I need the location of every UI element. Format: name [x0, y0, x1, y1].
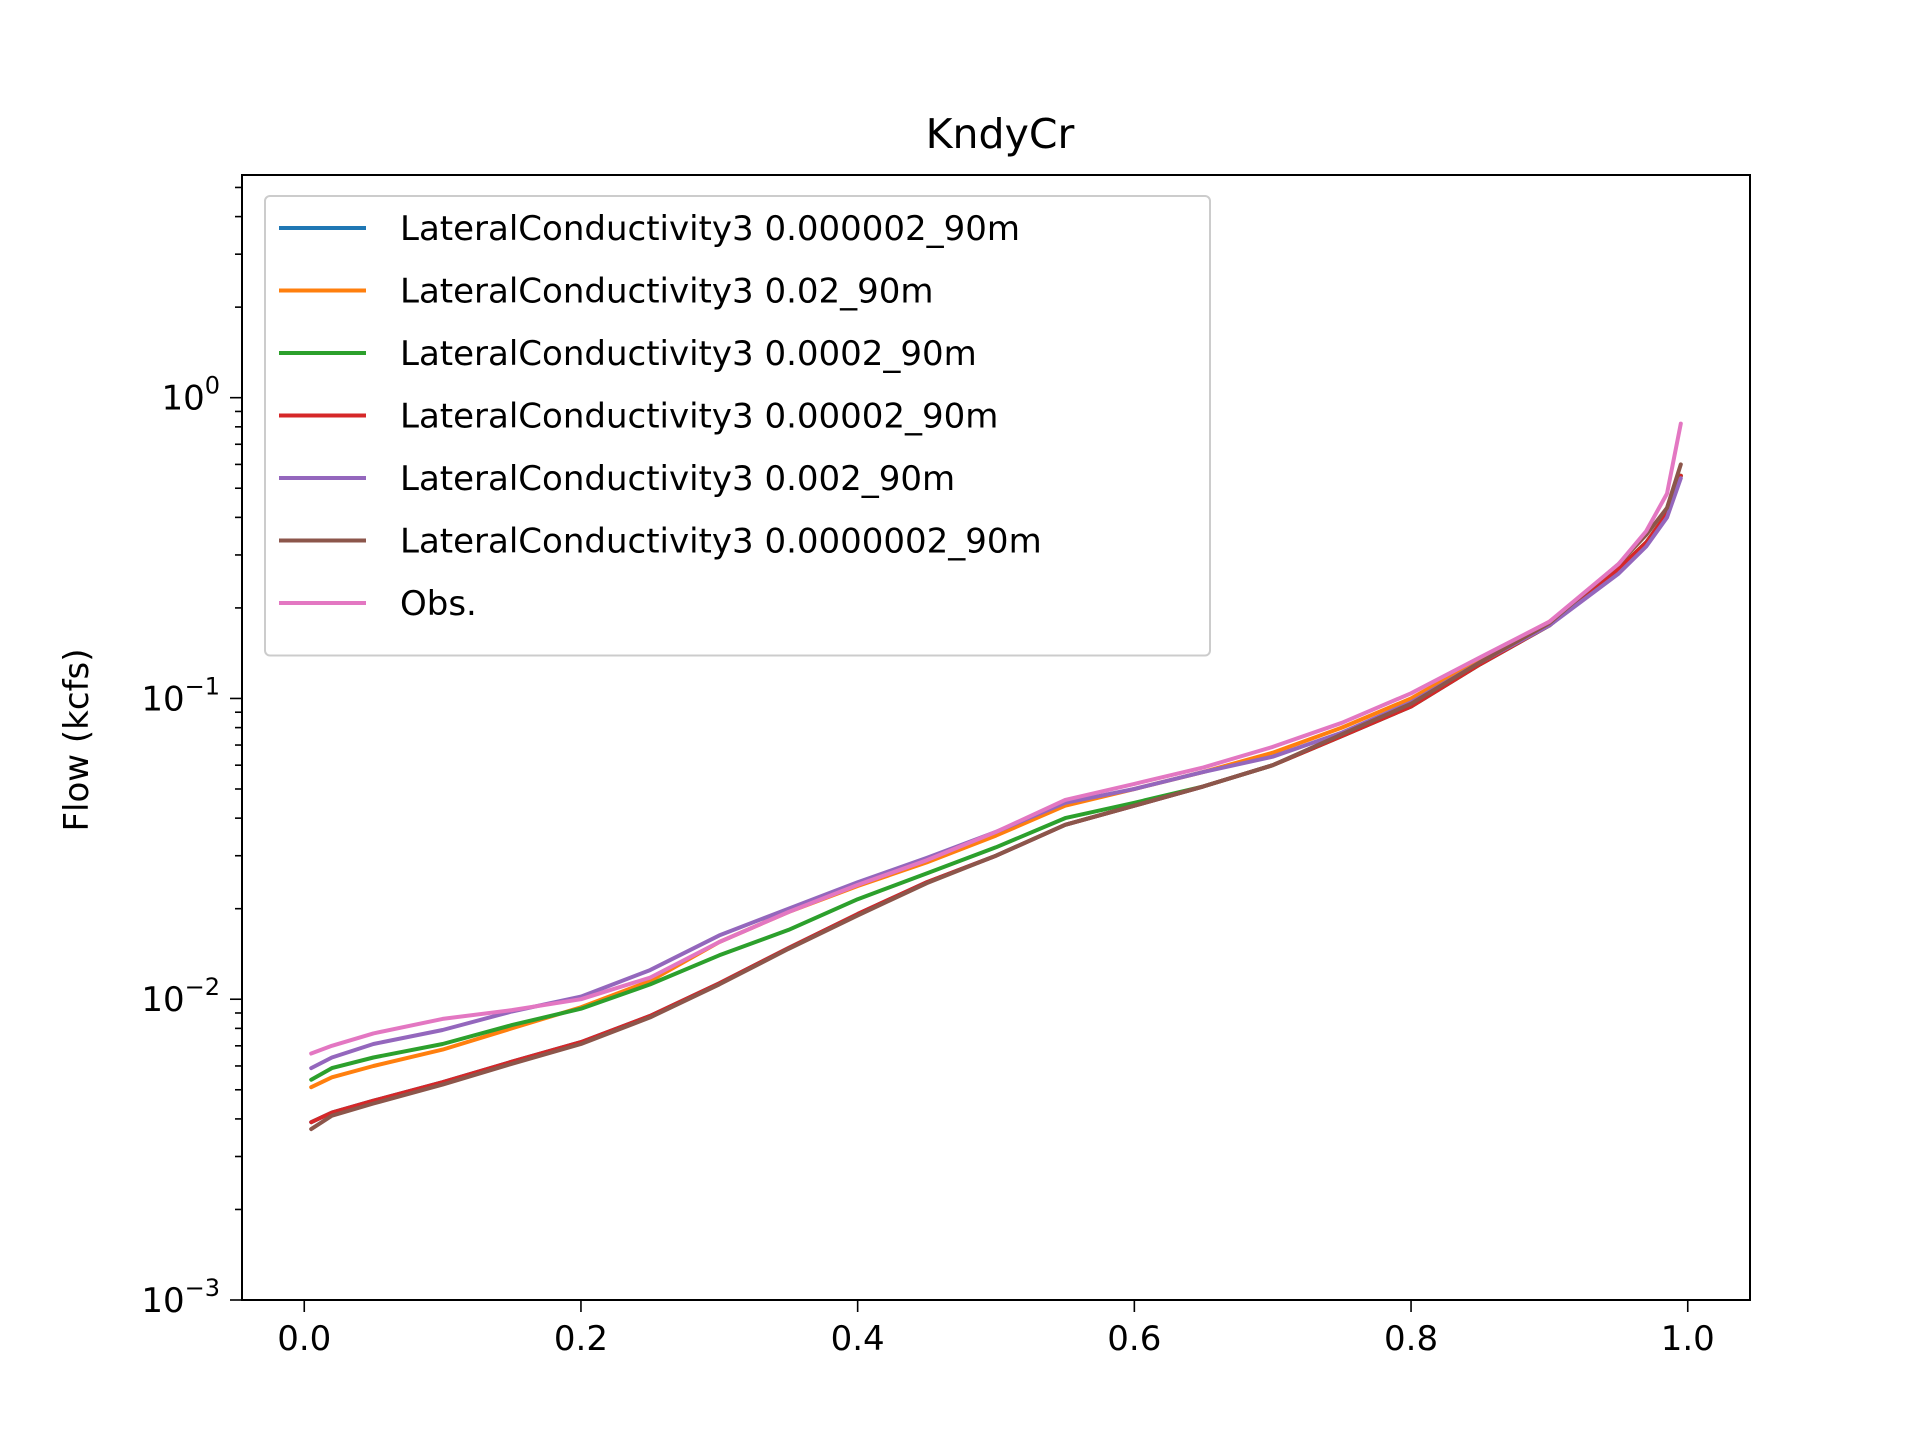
y-tick-label: 10−1: [141, 672, 220, 719]
plot-frame: [241, 174, 1751, 1301]
x-tick-label: 0.8: [1384, 1319, 1438, 1359]
y-tick-label: 10−3: [141, 1274, 220, 1321]
x-tick-label: 0.0: [277, 1319, 331, 1359]
y-axis-label: Flow (kcfs): [57, 648, 97, 831]
x-tick-label: 0.6: [1107, 1319, 1161, 1359]
x-axis: 0.0 0.2 0.4 0.6 0.8 1.0: [277, 1300, 1715, 1359]
y-axis: 10−3 10−2 10−1 100: [141, 186, 242, 1321]
legend-entry: LateralConductivity3 0.0002_90m: [400, 334, 977, 374]
legend-entry: LateralConductivity3 0.02_90m: [400, 272, 934, 312]
legend-entry: LateralConductivity3 0.00002_90m: [400, 397, 998, 437]
legend-entry: LateralConductivity3 0.002_90m: [400, 459, 955, 499]
y-tick-label: 10−2: [141, 973, 220, 1020]
legend-entry: LateralConductivity3 0.0000002_90m: [400, 522, 1042, 562]
legend-entry: LateralConductivity3 0.000002_90m: [400, 209, 1020, 249]
legend: LateralConductivity3 0.000002_90m Lateral…: [264, 195, 1211, 657]
legend-entry: Obs.: [400, 584, 477, 624]
x-tick-label: 0.4: [831, 1319, 885, 1359]
plot-lines: [309, 421, 1683, 1132]
series-line-7: [309, 421, 1683, 1056]
x-tick-label: 1.0: [1661, 1319, 1715, 1359]
x-tick-label: 0.2: [554, 1319, 608, 1359]
y-tick-label: 100: [161, 372, 220, 419]
chart-title: KndyCr: [926, 110, 1075, 158]
legend-box: [264, 195, 1211, 657]
